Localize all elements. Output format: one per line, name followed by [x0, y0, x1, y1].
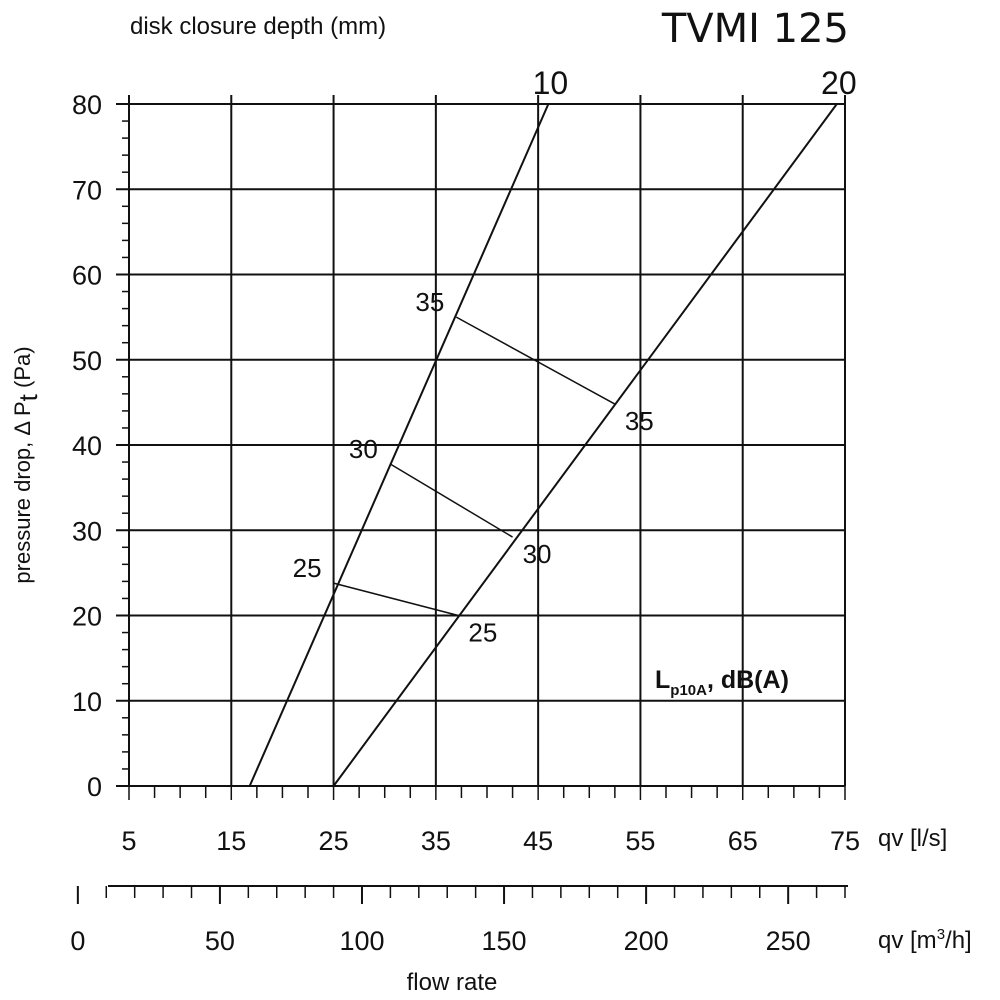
- y-tick-label: 80: [72, 90, 102, 120]
- x-tick-label-m3h: 200: [624, 926, 669, 956]
- sound-line-30: [389, 463, 513, 538]
- closure-line-10: [248, 103, 550, 787]
- sound-level-lines: [333, 316, 616, 617]
- closure-label-10: 10: [533, 65, 569, 101]
- y-tick-label: 20: [72, 602, 102, 632]
- y-tick-label: 60: [72, 261, 102, 291]
- y-tick-label: 0: [87, 772, 102, 802]
- tick-labels: 0 10 20 30 40 50 60 70 80 5 15 25 35 45 55 65 75 0 50 100 15…: [70, 65, 860, 956]
- y-tick-label: 70: [72, 175, 102, 205]
- closure-line-20: [332, 103, 838, 787]
- x-tick-label-ls: 75: [830, 826, 860, 856]
- sound-label-right: 30: [523, 539, 552, 569]
- grid: [116, 95, 846, 787]
- minor-ticks: [76, 120, 848, 904]
- x-tick-label-m3h: 100: [339, 926, 384, 956]
- x-tick-label-ls: 15: [216, 826, 246, 856]
- x-tick-label-m3h: 0: [70, 926, 85, 956]
- x-tick-label-ls: 55: [625, 826, 655, 856]
- x-tick-label-ls: 65: [728, 826, 758, 856]
- y-tick-label: 30: [72, 516, 102, 546]
- x-tick-label-ls: 25: [319, 826, 349, 856]
- x-tick-label-m3h: 50: [205, 926, 235, 956]
- sound-line-35: [455, 316, 616, 405]
- x-tick-label-m3h: 150: [482, 926, 527, 956]
- y-tick-label: 10: [72, 687, 102, 717]
- y-tick-label: 50: [72, 346, 102, 376]
- sound-label-left: 30: [349, 434, 378, 464]
- chart-title: TVMI 125: [661, 6, 849, 52]
- top-axis-label: disk closure depth (mm): [130, 13, 386, 40]
- closure-label-20: 20: [821, 65, 857, 101]
- sound-label-right: 35: [625, 406, 654, 436]
- sound-label-right: 25: [468, 618, 497, 648]
- x-axis-title: flow rate: [407, 969, 498, 996]
- series-lines: [248, 103, 838, 787]
- sound-label-left: 25: [293, 553, 322, 583]
- sound-line-25: [333, 582, 459, 617]
- x-axis-label-m3h: qv [m3/h]: [878, 926, 972, 954]
- x-axis-label-ls: qv [l/s]: [878, 825, 947, 852]
- x-tick-label-ls: 45: [523, 826, 553, 856]
- x-tick-label-ls: 5: [121, 826, 136, 856]
- sound-level-label: Lp10A, dB(A): [655, 666, 789, 699]
- x-tick-label-m3h: 250: [766, 926, 811, 956]
- y-tick-label: 40: [72, 431, 102, 461]
- sound-label-left: 35: [415, 287, 444, 317]
- y-axis-label: pressure drop, Δ Pt (Pa): [10, 346, 43, 583]
- x-tick-label-ls: 35: [421, 826, 451, 856]
